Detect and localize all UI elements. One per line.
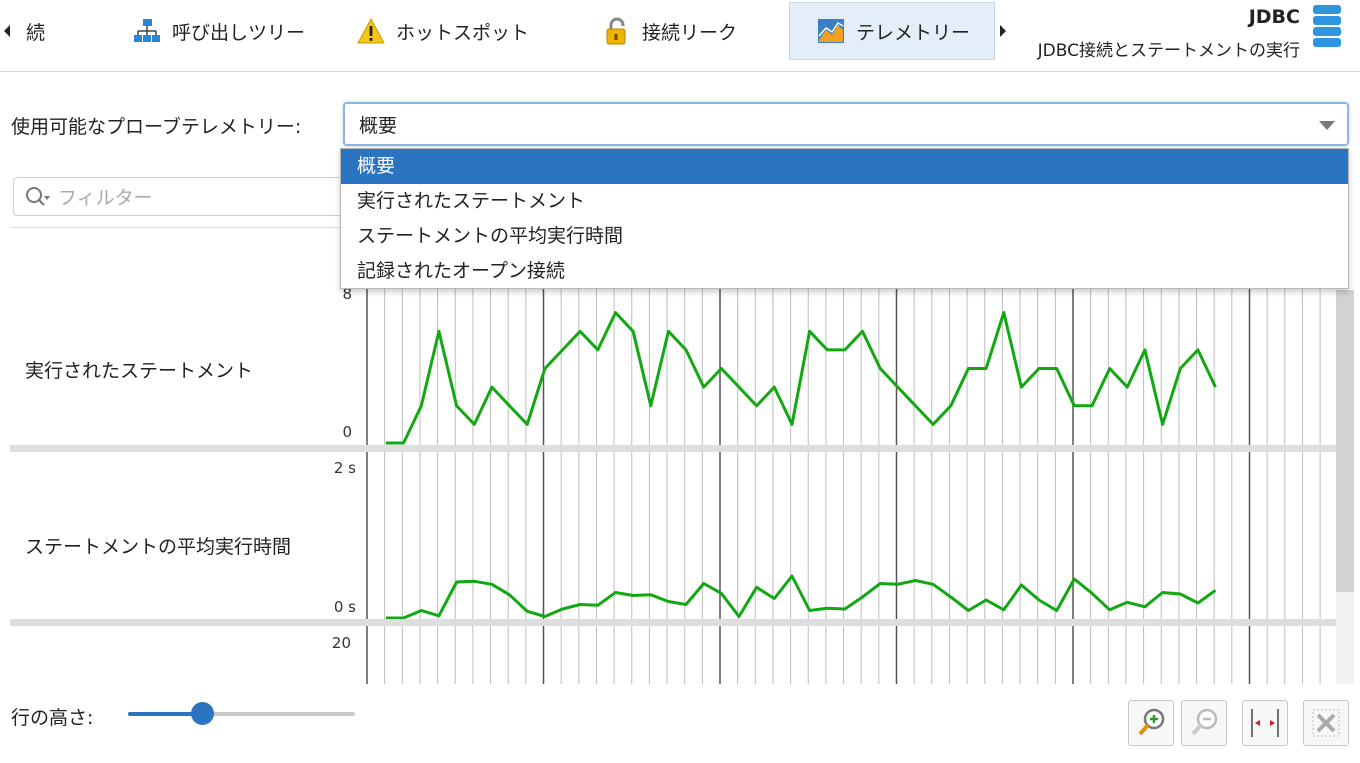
lock-icon: [606, 17, 626, 45]
row-divider[interactable]: [10, 445, 1336, 452]
zoom-out-icon: [1191, 708, 1218, 736]
tab-bar: 続 呼び出しツリー ホットスポット 接続リーク: [0, 0, 1360, 72]
zoom-in-button[interactable]: [1128, 700, 1174, 746]
tree-icon: [134, 19, 160, 42]
y-axis-max-label: 2 s: [333, 459, 356, 477]
scrollbar-thumb[interactable]: [1336, 290, 1354, 592]
search-icon: [26, 187, 50, 206]
chevron-left-icon: [4, 25, 10, 37]
probe-telemetry-select[interactable]: 概要: [343, 102, 1349, 146]
warning-icon: [357, 17, 385, 44]
tab-label: ホットスポット: [396, 21, 530, 44]
filter-placeholder: フィルター: [58, 187, 153, 209]
zoom-out-button[interactable]: [1181, 700, 1227, 746]
telemetry-icon: [818, 19, 844, 43]
row-divider[interactable]: [10, 619, 1336, 626]
tab-connection-leaks[interactable]: 接続リーク: [602, 2, 782, 60]
tab-label: テレメトリー: [856, 21, 971, 44]
row-height-slider-track[interactable]: [128, 712, 355, 716]
remove-zoom-button[interactable]: [1303, 700, 1349, 746]
row-label-avg-execution-time: ステートメントの平均実行時間: [25, 536, 292, 558]
probe-select-label: 使用可能なプローブテレメトリー:: [11, 116, 302, 138]
fit-width-icon: [1251, 709, 1279, 737]
probe-select-value: 概要: [359, 114, 398, 137]
tab-hotspots[interactable]: ホットスポット: [356, 2, 556, 60]
filter-input[interactable]: フィルター: [13, 177, 353, 216]
probe-subtitle: JDBC接続とステートメントの実行: [1037, 41, 1300, 61]
dropdown-option-avg-execution-time[interactable]: ステートメントの平均実行時間: [357, 225, 624, 247]
telemetry-charts: 実行されたステートメント 8 0 ステートメントの平均実行時間 2 s 0 s …: [0, 228, 1360, 684]
fit-width-button[interactable]: [1242, 700, 1288, 746]
tab-label: 接続リーク: [642, 21, 738, 44]
dropdown-option-executed-statements[interactable]: 実行されたステートメント: [357, 190, 586, 212]
y-axis-min-label: 0 s: [333, 598, 356, 616]
row-height-slider-fill: [128, 712, 203, 716]
tab-scroll-previous[interactable]: 続: [4, 2, 45, 60]
probe-title: JDBC: [1248, 6, 1300, 28]
dropdown-option-overview[interactable]: 概要: [341, 149, 1348, 184]
row-height-slider-handle[interactable]: [191, 702, 214, 725]
chevron-down-icon[interactable]: [1319, 121, 1335, 130]
close-icon: [1312, 709, 1340, 737]
row-label-executed-statements: 実行されたステートメント: [25, 360, 254, 382]
y-axis-max-label: 8: [342, 285, 352, 303]
series-line-avg-execution-time: [386, 574, 1217, 620]
probe-dropdown-list: 概要 実行されたステートメント ステートメントの平均実行時間 記録されたオープン…: [340, 148, 1349, 289]
y-axis-max-label: 20: [331, 634, 351, 652]
zoom-in-icon: [1138, 708, 1165, 736]
chart-canvas: [366, 286, 1321, 684]
database-icon: [1313, 5, 1341, 47]
y-axis-min-label: 0: [342, 423, 352, 441]
series-line-executed-statements: [386, 311, 1217, 445]
dropdown-option-open-connections[interactable]: 記録されたオープン接続: [357, 260, 565, 282]
tab-telemetry[interactable]: テレメトリー: [789, 2, 995, 60]
tab-prev-label: 続: [26, 21, 46, 44]
tab-label: 呼び出しツリー: [172, 21, 306, 44]
row-height-label: 行の高さ:: [11, 707, 94, 729]
tab-call-tree[interactable]: 呼び出しツリー: [132, 2, 332, 60]
chevron-right-icon[interactable]: [1000, 25, 1006, 37]
